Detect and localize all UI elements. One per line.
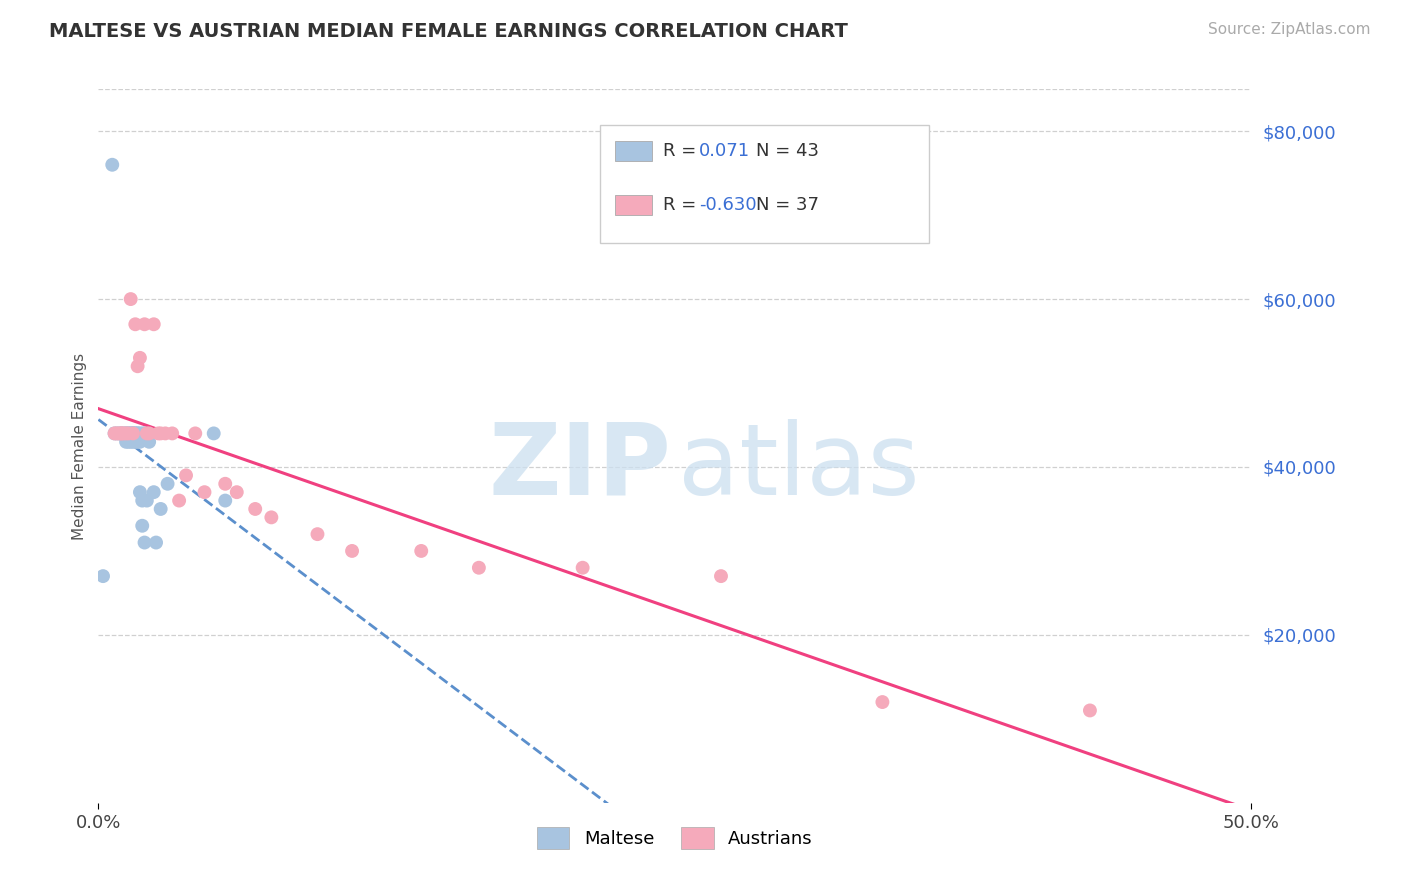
Point xyxy=(214,493,236,508)
Point xyxy=(131,518,153,533)
Point xyxy=(134,535,156,549)
Point xyxy=(135,426,157,441)
Point xyxy=(411,544,433,558)
Point xyxy=(160,426,183,441)
FancyBboxPatch shape xyxy=(614,141,652,161)
Point xyxy=(127,426,149,441)
Point xyxy=(340,544,363,558)
Point xyxy=(260,510,283,524)
Point xyxy=(131,493,153,508)
Point xyxy=(142,318,165,332)
Point xyxy=(142,485,165,500)
Point xyxy=(122,426,145,441)
Point xyxy=(115,426,138,441)
Point xyxy=(120,434,142,449)
Text: atlas: atlas xyxy=(678,419,920,516)
Point xyxy=(184,426,207,441)
Point xyxy=(245,502,267,516)
Point xyxy=(127,426,149,441)
Point xyxy=(468,560,491,574)
Point xyxy=(155,426,177,441)
Point xyxy=(115,426,138,441)
Point xyxy=(117,426,139,441)
Text: R =: R = xyxy=(664,196,703,214)
Text: N = 37: N = 37 xyxy=(755,196,818,214)
Point xyxy=(103,426,125,441)
Y-axis label: Median Female Earnings: Median Female Earnings xyxy=(72,352,87,540)
Point xyxy=(115,434,138,449)
Point xyxy=(129,485,152,500)
Point xyxy=(193,485,215,500)
Point xyxy=(103,426,125,441)
Point xyxy=(571,560,593,574)
Point xyxy=(202,426,225,441)
Point xyxy=(124,426,146,441)
Point xyxy=(124,426,146,441)
Point xyxy=(122,434,145,449)
Point xyxy=(101,158,124,172)
Point xyxy=(108,426,131,441)
Point xyxy=(710,569,733,583)
Point xyxy=(872,695,894,709)
Point xyxy=(127,359,149,374)
Point xyxy=(145,535,167,549)
Text: -0.630: -0.630 xyxy=(699,196,756,214)
Point xyxy=(120,292,142,306)
Point xyxy=(110,426,132,441)
Point xyxy=(117,426,139,441)
Point xyxy=(134,318,156,332)
Text: Source: ZipAtlas.com: Source: ZipAtlas.com xyxy=(1208,22,1371,37)
Point xyxy=(138,426,160,441)
Point xyxy=(129,426,152,441)
Point xyxy=(307,527,329,541)
Point xyxy=(167,493,190,508)
Legend: Maltese, Austrians: Maltese, Austrians xyxy=(527,818,823,858)
FancyBboxPatch shape xyxy=(614,194,652,215)
Point xyxy=(105,426,128,441)
Point xyxy=(110,426,132,441)
Point xyxy=(122,426,145,441)
Text: 0.071: 0.071 xyxy=(699,142,751,160)
Point xyxy=(108,426,131,441)
Point xyxy=(105,426,128,441)
Point xyxy=(120,426,142,441)
Point xyxy=(149,426,172,441)
Point xyxy=(122,426,145,441)
Point xyxy=(110,426,132,441)
Point xyxy=(225,485,247,500)
Point xyxy=(91,569,114,583)
Point xyxy=(110,426,132,441)
Point xyxy=(134,426,156,441)
Point xyxy=(131,426,153,441)
Point xyxy=(112,426,135,441)
Point xyxy=(115,426,138,441)
Point xyxy=(124,434,146,449)
Point xyxy=(174,468,197,483)
FancyBboxPatch shape xyxy=(600,125,928,243)
Point xyxy=(129,434,152,449)
Point xyxy=(120,426,142,441)
Point xyxy=(149,502,172,516)
Point xyxy=(138,434,160,449)
Point xyxy=(135,493,157,508)
Text: R =: R = xyxy=(664,142,703,160)
Text: N = 43: N = 43 xyxy=(755,142,818,160)
Point xyxy=(117,426,139,441)
Point xyxy=(156,476,179,491)
Point xyxy=(1078,703,1101,717)
Point xyxy=(117,434,139,449)
Text: MALTESE VS AUSTRIAN MEDIAN FEMALE EARNINGS CORRELATION CHART: MALTESE VS AUSTRIAN MEDIAN FEMALE EARNIN… xyxy=(49,22,848,41)
Text: ZIP: ZIP xyxy=(488,419,672,516)
Point xyxy=(214,476,236,491)
Point xyxy=(112,426,135,441)
Point xyxy=(122,426,145,441)
Point xyxy=(129,351,152,365)
Point xyxy=(124,318,146,332)
Point xyxy=(127,434,149,449)
Point xyxy=(148,426,170,441)
